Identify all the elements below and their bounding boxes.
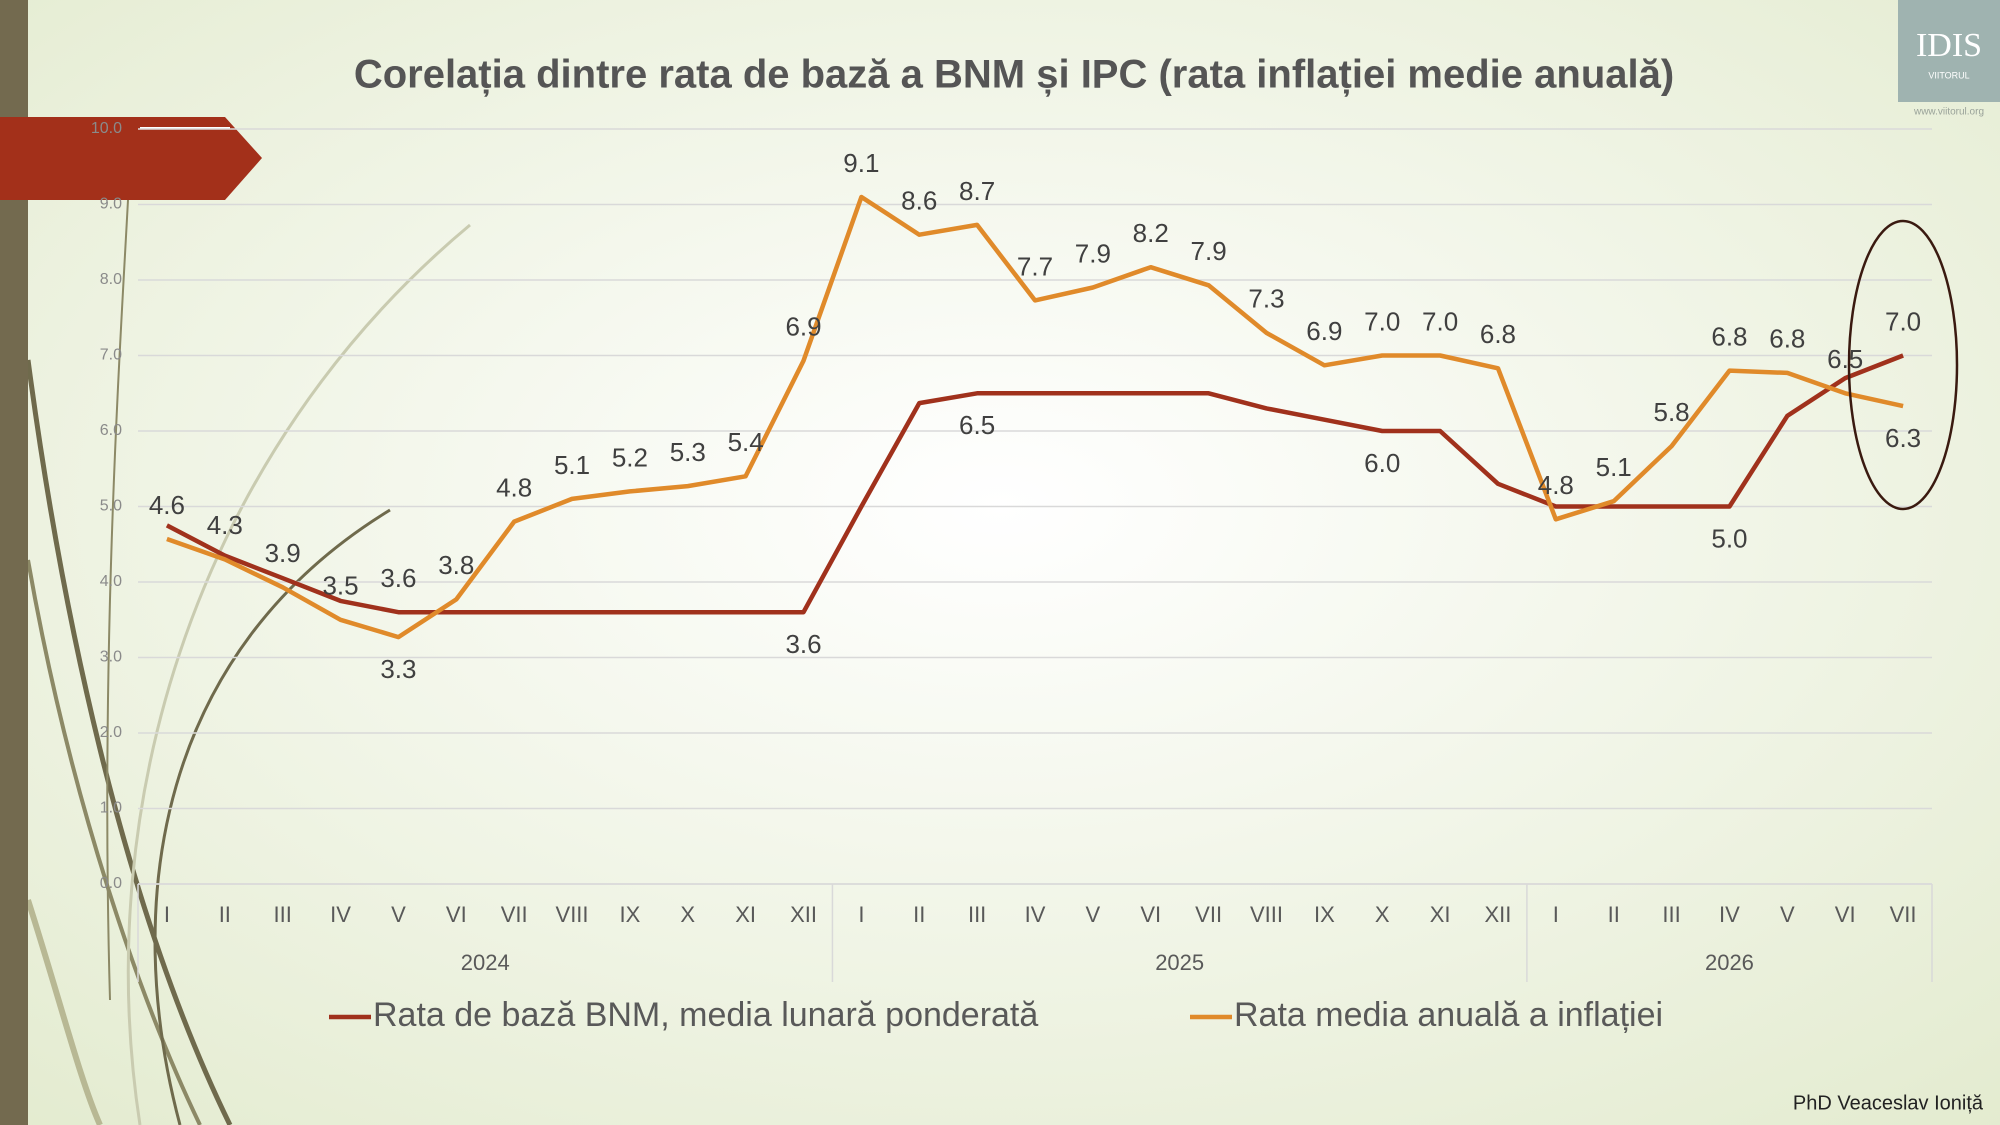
data-label: 4.6: [149, 490, 185, 520]
data-label: 6.5: [1827, 344, 1863, 374]
x-tick-label: IV: [1025, 902, 1046, 927]
x-tick-label: V: [391, 902, 406, 927]
data-label: 8.2: [1133, 218, 1169, 248]
data-label: 7.9: [1191, 236, 1227, 266]
x-tick-label: VI: [446, 902, 467, 927]
data-label: 5.3: [670, 437, 706, 467]
x-tick-label: V: [1780, 902, 1795, 927]
legend-label: Rata de bază BNM, media lunară ponderată: [373, 996, 1038, 1034]
logo-box: [1898, 0, 2000, 102]
author: PhD Veaceslav Ioniță: [1793, 1092, 1984, 1114]
data-label: 3.6: [380, 563, 416, 593]
x-tick-label: XII: [1485, 902, 1512, 927]
x-tick-label: IV: [1719, 902, 1740, 927]
data-label: 7.0: [1422, 306, 1458, 336]
data-label: 6.3: [1885, 423, 1921, 453]
x-tick-label: X: [680, 902, 695, 927]
x-tick-label: VII: [501, 902, 528, 927]
series-line: [165, 353, 1904, 615]
x-tick-label: XI: [1430, 902, 1451, 927]
data-label: 5.1: [1596, 452, 1632, 482]
x-tick-label: II: [913, 902, 925, 927]
legend-label: Rata media anuală a inflației: [1234, 996, 1663, 1034]
x-tick-label: III: [274, 902, 292, 927]
data-label: 7.0: [1885, 306, 1921, 336]
x-tick-label: VIII: [556, 902, 589, 927]
arrow-banner: [0, 117, 262, 200]
data-label: 3.8: [438, 550, 474, 580]
data-label: 8.7: [959, 176, 995, 206]
x-tick-label: VI: [1835, 902, 1856, 927]
data-label: 7.0: [1364, 306, 1400, 336]
data-label: 6.9: [785, 312, 821, 342]
y-tick-label: 6.0: [100, 422, 122, 439]
y-tick-label: 5.0: [100, 498, 122, 515]
y-tick-label: 2.0: [100, 724, 122, 741]
x-tick-label: XII: [790, 902, 817, 927]
y-tick-label: 4.0: [100, 573, 122, 590]
x-tick-label: II: [1608, 902, 1620, 927]
y-tick-label: 7.0: [100, 347, 122, 364]
x-tick-label: IV: [330, 902, 351, 927]
y-tick-label: 8.0: [100, 271, 122, 288]
x-tick-label: I: [164, 902, 170, 927]
x-tick-label: II: [219, 902, 231, 927]
x-tick-label: V: [1086, 902, 1101, 927]
data-label: 5.0: [1711, 523, 1747, 553]
data-label: 5.4: [728, 427, 764, 457]
y-tick-label: 9.0: [100, 196, 122, 213]
logo-sub: VIITORUL: [1928, 70, 1969, 80]
data-label: 5.1: [554, 450, 590, 480]
data-label: 4.3: [207, 510, 243, 540]
x-tick-label: VII: [1195, 902, 1222, 927]
x-tick-label: XI: [735, 902, 756, 927]
data-label: 9.1: [843, 148, 879, 178]
data-label: 5.2: [612, 442, 648, 472]
data-label: 6.8: [1769, 324, 1805, 354]
data-label: 4.8: [1538, 470, 1574, 500]
highlight-ellipse: [1847, 219, 1959, 511]
x-tick-label: VIII: [1250, 902, 1283, 927]
y-tick-label: 1.0: [100, 800, 122, 817]
x-tick-label: VI: [1140, 902, 1161, 927]
data-label: 7.3: [1248, 284, 1284, 314]
data-label: 3.9: [265, 538, 301, 568]
data-label: 3.6: [785, 629, 821, 659]
y-tick-label: 0.0: [100, 875, 122, 892]
data-label: 6.8: [1711, 321, 1747, 351]
logo-url: www.viitorul.org: [1913, 107, 1984, 118]
x-group-label: 2024: [461, 950, 510, 975]
data-label: 7.9: [1075, 238, 1111, 268]
x-tick-label: III: [1662, 902, 1680, 927]
data-label: 8.6: [901, 186, 937, 216]
x-tick-label: VII: [1890, 902, 1917, 927]
data-label: 7.7: [1017, 251, 1053, 281]
data-label: 3.5: [322, 571, 358, 601]
data-label: 6.0: [1364, 448, 1400, 478]
data-label: 6.9: [1306, 316, 1342, 346]
series-line: [166, 194, 1904, 640]
chart-title: Corelația dintre rata de bază a BNM și I…: [354, 53, 1674, 97]
y-tick-label: 10.0: [91, 120, 122, 137]
y-tick-label: 3.0: [100, 649, 122, 666]
x-tick-label: III: [968, 902, 986, 927]
data-label: 6.5: [959, 410, 995, 440]
x-tick-label: X: [1375, 902, 1390, 927]
logo-name: IDIS: [1916, 27, 1982, 64]
decoration: [25, 199, 471, 1125]
x-tick-label: I: [1553, 902, 1559, 927]
data-label: 5.8: [1654, 397, 1690, 427]
x-tick-label: IX: [620, 902, 641, 927]
x-tick-label: IX: [1314, 902, 1335, 927]
data-label: 3.3: [380, 654, 416, 684]
x-tick-label: I: [858, 902, 864, 927]
x-group-label: 2026: [1705, 950, 1754, 975]
x-group-label: 2025: [1155, 950, 1204, 975]
data-label: 6.8: [1480, 319, 1516, 349]
data-label: 4.8: [496, 472, 532, 502]
